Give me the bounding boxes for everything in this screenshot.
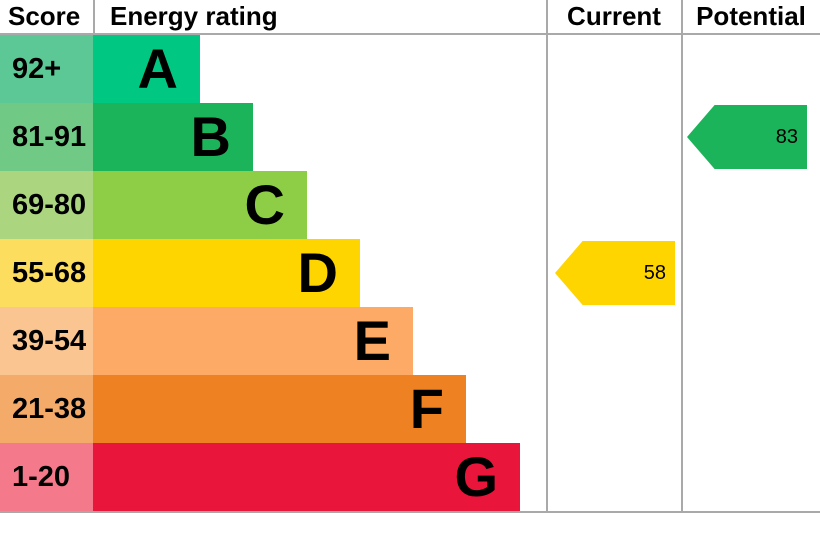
- header-score-divider: [93, 0, 95, 33]
- band-bar: F: [93, 375, 466, 443]
- band-row-e: 39-54 E: [0, 307, 820, 375]
- band-bar: D: [93, 239, 360, 307]
- header-score-label: Score: [8, 1, 81, 31]
- band-row-a: 92+ A: [0, 35, 820, 103]
- score-cell: 55-68: [0, 239, 93, 307]
- band-bar: B: [93, 103, 253, 171]
- score-cell: 81-91: [0, 103, 93, 171]
- band-row-d: 55-68 D: [0, 239, 820, 307]
- chart-header: Score Energy rating Current Potential: [0, 0, 820, 35]
- current-rating-value: 58: [643, 261, 666, 284]
- band-letter: C: [244, 173, 285, 236]
- band-bar: C: [93, 171, 307, 239]
- band-bar: G: [93, 443, 520, 511]
- band-letter: D: [297, 241, 338, 304]
- band-bar: E: [93, 307, 413, 375]
- band-row-b: 81-91 B: [0, 103, 820, 171]
- header-energy-rating-label: Energy rating: [110, 1, 278, 31]
- header-current-label: Current: [567, 1, 661, 31]
- band-row-c: 69-80 C: [0, 171, 820, 239]
- potential-column-divider: [681, 0, 683, 513]
- score-cell: 21-38: [0, 375, 93, 443]
- band-letter: F: [409, 377, 444, 440]
- current-column-divider: [546, 0, 548, 513]
- chart-bottom-border: [0, 511, 820, 513]
- band-row-g: 1-20 G: [0, 443, 820, 511]
- band-rows: 92+ A 81-91 B 69-80 C 55-68 D 39-54 E 21…: [0, 35, 820, 511]
- band-row-f: 21-38 F: [0, 375, 820, 443]
- band-letter: A: [137, 37, 178, 100]
- current-rating-arrow: 58: [555, 241, 675, 305]
- score-cell: 92+: [0, 35, 93, 103]
- header-potential-label: Potential: [696, 1, 806, 31]
- score-cell: 1-20: [0, 443, 93, 511]
- band-letter: B: [190, 105, 231, 168]
- band-bar: A: [93, 35, 200, 103]
- band-letter: E: [353, 309, 391, 372]
- score-cell: 39-54: [0, 307, 93, 375]
- potential-rating-value: 83: [775, 125, 798, 148]
- band-letter: G: [454, 445, 498, 508]
- score-cell: 69-80: [0, 171, 93, 239]
- potential-rating-arrow: 83: [687, 105, 807, 169]
